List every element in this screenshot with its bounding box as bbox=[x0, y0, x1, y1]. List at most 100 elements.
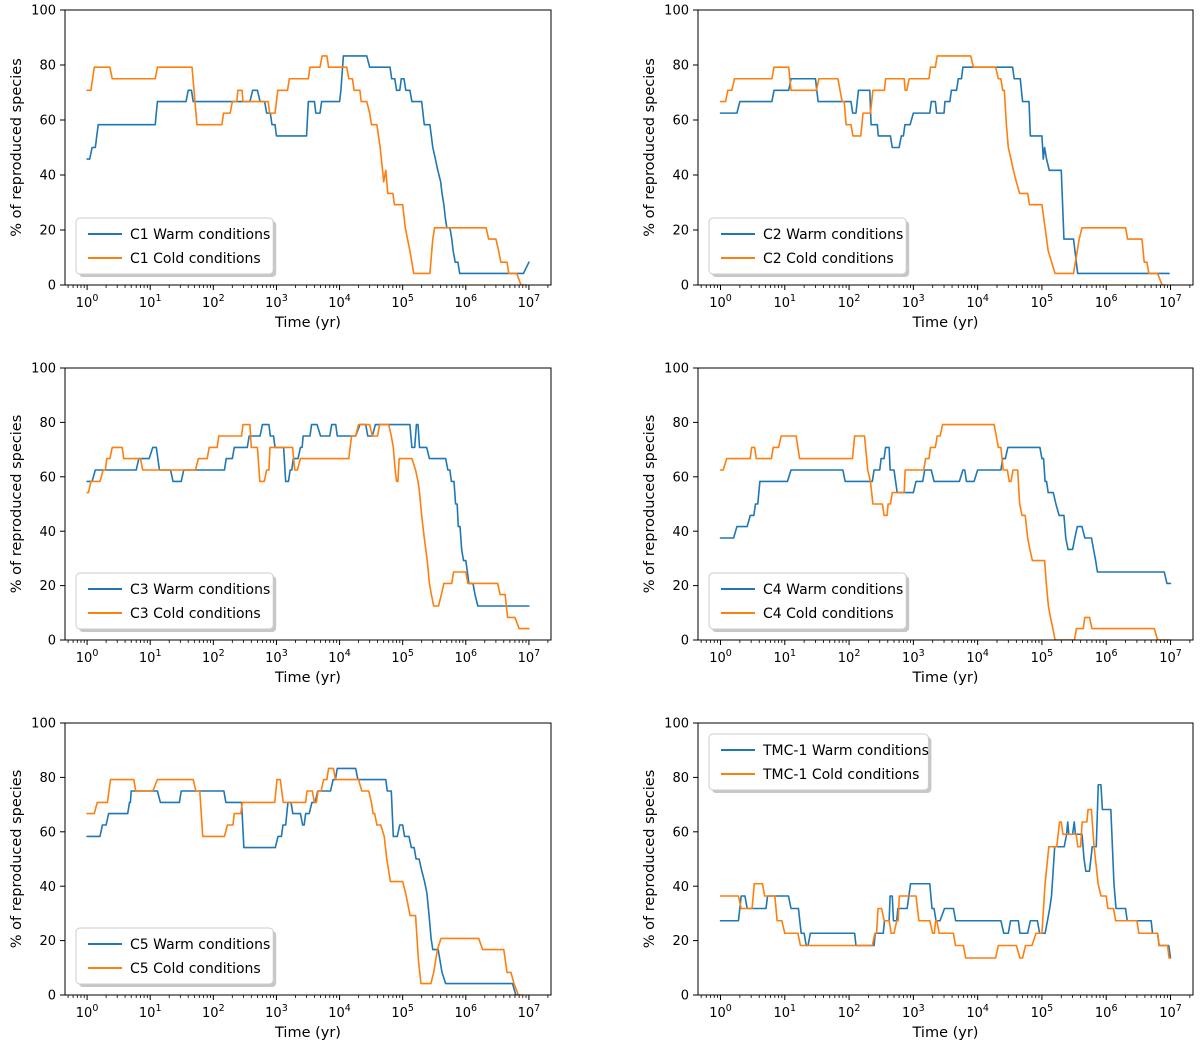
axes-frame bbox=[697, 367, 1194, 641]
legend-label: C1 Warm conditions bbox=[130, 227, 270, 243]
svg-text:40: 40 bbox=[39, 880, 56, 895]
subplot-c5: 0 20 40 60 80 100 100 101 102 103 104 105 106 107 % of… bbox=[0, 696, 600, 1043]
legend-box bbox=[708, 733, 929, 791]
svg-text:20: 20 bbox=[39, 579, 56, 594]
series-cold-c1 bbox=[86, 55, 527, 285]
svg-text:100: 100 bbox=[664, 717, 689, 732]
series-cold-tmc-1 bbox=[719, 808, 1172, 959]
svg-text:20: 20 bbox=[672, 934, 689, 949]
svg-text:104: 104 bbox=[966, 648, 989, 666]
svg-text:40: 40 bbox=[672, 525, 689, 540]
y-axis-label: % of reproduced species bbox=[642, 415, 658, 594]
chart-c2: 0 20 40 60 80 100 100 101 102 103 104 105 106 107 % of… bbox=[642, 4, 1194, 331]
svg-text:102: 102 bbox=[838, 648, 861, 666]
svg-text:0: 0 bbox=[48, 634, 56, 649]
svg-text:20: 20 bbox=[672, 224, 689, 239]
svg-text:80: 80 bbox=[39, 771, 56, 786]
svg-text:60: 60 bbox=[672, 114, 689, 129]
chart-c5: 0 20 40 60 80 100 100 101 102 103 104 105 106 107 % of… bbox=[9, 717, 552, 1041]
svg-text:100: 100 bbox=[76, 1003, 99, 1021]
legend: C1 Warm conditions C1 Cold conditions bbox=[75, 217, 277, 277]
x-axis-label: Time (yr) bbox=[912, 315, 979, 331]
y-tick-labels: 0 20 40 60 80 100 bbox=[664, 362, 689, 649]
legend-box bbox=[75, 217, 274, 275]
svg-text:80: 80 bbox=[39, 416, 56, 431]
legend: C4 Warm conditions C4 Cold conditions bbox=[708, 572, 910, 632]
x-axis-label: Time (yr) bbox=[912, 670, 979, 686]
x-axis-label: Time (yr) bbox=[274, 1025, 341, 1041]
svg-text:107: 107 bbox=[1159, 293, 1182, 311]
axes-frame bbox=[697, 9, 1194, 286]
svg-text:103: 103 bbox=[265, 1003, 288, 1021]
x-tick-labels: 100 101 102 103 104 105 106 107 bbox=[76, 293, 540, 311]
series-warm-tmc-1 bbox=[719, 783, 1172, 959]
svg-text:106: 106 bbox=[454, 1003, 477, 1021]
svg-text:105: 105 bbox=[1031, 293, 1054, 311]
x-tick-labels: 100 101 102 103 104 105 106 107 bbox=[709, 1003, 1182, 1021]
svg-text:103: 103 bbox=[902, 648, 925, 666]
x-tick-labels: 100 101 102 103 104 105 106 107 bbox=[76, 648, 540, 666]
legend: C2 Warm conditions C2 Cold conditions bbox=[708, 217, 910, 277]
legend: C3 Warm conditions C3 Cold conditions bbox=[75, 572, 277, 632]
svg-text:107: 107 bbox=[518, 648, 541, 666]
svg-text:107: 107 bbox=[518, 1003, 541, 1021]
svg-text:104: 104 bbox=[328, 293, 351, 311]
svg-text:104: 104 bbox=[966, 1003, 989, 1021]
legend-label: TMC-1 Cold conditions bbox=[762, 767, 919, 783]
svg-text:105: 105 bbox=[391, 293, 414, 311]
y-tick-labels: 0 20 40 60 80 100 bbox=[664, 4, 689, 294]
svg-text:100: 100 bbox=[31, 362, 56, 377]
x-tick-labels: 100 101 102 103 104 105 106 107 bbox=[76, 1003, 540, 1021]
x-axis-label: Time (yr) bbox=[912, 1025, 979, 1041]
svg-text:100: 100 bbox=[709, 293, 732, 311]
legend-label: C5 Cold conditions bbox=[130, 961, 261, 977]
subplot-c1: 0 20 40 60 80 100 100 101 102 103 104 105 106 107 % of… bbox=[0, 0, 600, 348]
svg-text:40: 40 bbox=[672, 880, 689, 895]
svg-text:104: 104 bbox=[328, 648, 351, 666]
svg-text:100: 100 bbox=[31, 717, 56, 732]
axes-frame bbox=[64, 367, 552, 641]
svg-text:106: 106 bbox=[1095, 648, 1118, 666]
series-warm-c3 bbox=[86, 423, 530, 607]
y-axis-label: % of reproduced species bbox=[642, 770, 658, 949]
series-cold-c5 bbox=[86, 767, 524, 995]
svg-text:101: 101 bbox=[773, 648, 796, 666]
legend-box bbox=[708, 217, 907, 275]
y-tick-labels: 0 20 40 60 80 100 bbox=[31, 4, 56, 294]
y-axis-label: % of reproduced species bbox=[642, 58, 658, 237]
svg-text:102: 102 bbox=[202, 293, 225, 311]
svg-text:101: 101 bbox=[139, 293, 162, 311]
subplot-c4: 0 20 40 60 80 100 100 101 102 103 104 105 106 107 % of… bbox=[600, 348, 1200, 696]
legend-label: C3 Cold conditions bbox=[130, 606, 261, 622]
legend-label: C3 Warm conditions bbox=[130, 582, 270, 598]
svg-text:101: 101 bbox=[139, 648, 162, 666]
legend-label: C2 Warm conditions bbox=[763, 227, 903, 243]
chart-c1: 0 20 40 60 80 100 100 101 102 103 104 105 106 107 % of… bbox=[9, 4, 552, 331]
y-tick-labels: 0 20 40 60 80 100 bbox=[31, 717, 56, 1004]
svg-text:107: 107 bbox=[1159, 1003, 1182, 1021]
svg-text:20: 20 bbox=[39, 224, 56, 239]
svg-text:101: 101 bbox=[773, 1003, 796, 1021]
svg-text:100: 100 bbox=[76, 648, 99, 666]
y-tick-labels: 0 20 40 60 80 100 bbox=[31, 362, 56, 649]
svg-text:80: 80 bbox=[672, 59, 689, 74]
svg-text:103: 103 bbox=[902, 293, 925, 311]
svg-text:100: 100 bbox=[709, 1003, 732, 1021]
chart-tmc1: 0 20 40 60 80 100 100 101 102 103 104 105 106 107 % of… bbox=[642, 717, 1194, 1041]
axes-frame bbox=[64, 9, 552, 286]
svg-text:60: 60 bbox=[672, 825, 689, 840]
axes-frame bbox=[64, 722, 552, 996]
svg-text:60: 60 bbox=[39, 114, 56, 129]
svg-text:0: 0 bbox=[681, 989, 689, 1004]
legend-box bbox=[708, 572, 907, 630]
svg-text:106: 106 bbox=[454, 648, 477, 666]
legend-box bbox=[75, 927, 274, 985]
y-tick-labels: 0 20 40 60 80 100 bbox=[664, 717, 689, 1004]
svg-text:60: 60 bbox=[39, 470, 56, 485]
svg-text:105: 105 bbox=[391, 648, 414, 666]
legend-label: TMC-1 Warm conditions bbox=[762, 743, 929, 759]
legend-label: C5 Warm conditions bbox=[130, 937, 270, 953]
series-cold-c4 bbox=[719, 423, 1172, 640]
svg-text:106: 106 bbox=[454, 293, 477, 311]
